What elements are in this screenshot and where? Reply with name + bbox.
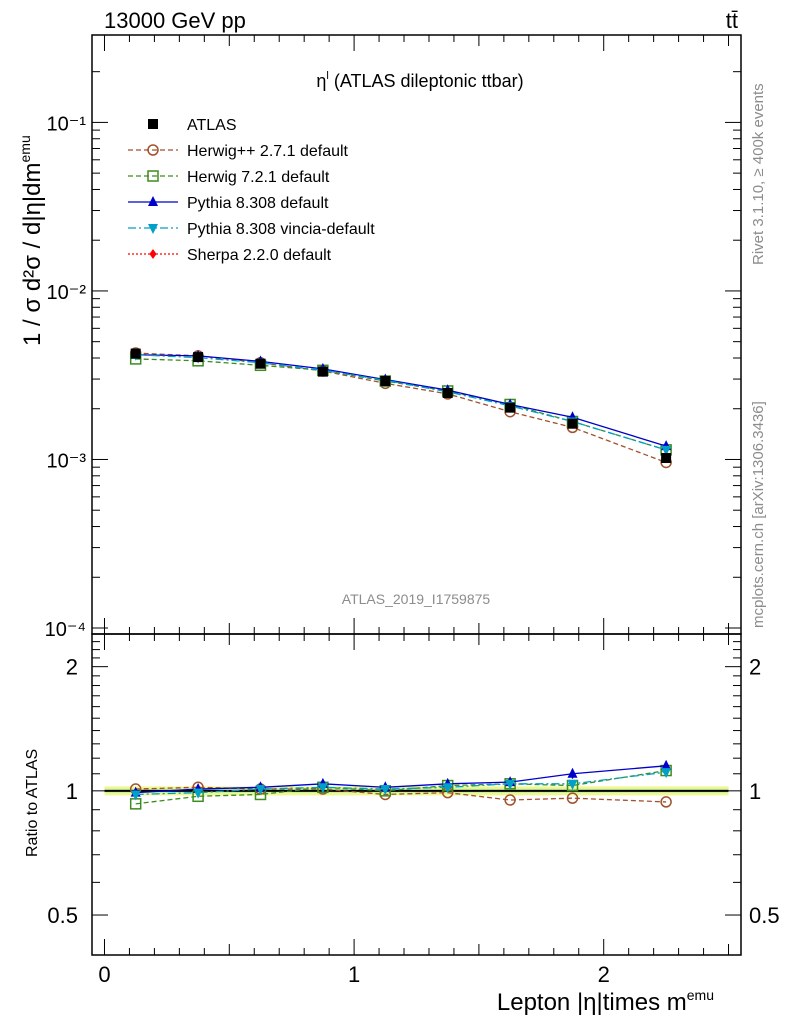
- y-tick-label: 10⁻⁴: [45, 619, 86, 641]
- legend-marker-pythia-8-308-vincia-default: [148, 224, 158, 234]
- ratio-tick-label: 0.5: [47, 903, 78, 928]
- legend-label-sherpa-2-2-0-default: Sherpa 2.2.0 default: [187, 247, 332, 264]
- x-axis-label: Lepton |η|times memu: [497, 987, 714, 1016]
- point-atlas: [130, 348, 141, 359]
- plot-title-rest: (ATLAS dileptonic ttbar): [329, 71, 524, 91]
- ratio-frame: [91, 633, 742, 956]
- ratio-point-herwig-2-7-1-default: [660, 796, 672, 808]
- point-atlas: [505, 402, 516, 413]
- energy-label: 13000 GeV pp: [104, 8, 246, 33]
- legend-marker-herwig-2-7-1-default: [147, 144, 159, 156]
- mcplots-label: mcplots.cern.ch [arXiv:1306.3436]: [750, 401, 767, 628]
- ratio-point-pythia-8-308-vincia-default: [567, 779, 578, 790]
- legend: ATLAS Herwig++ 2.7.1 default Herwig 7.2.1 …: [128, 117, 375, 264]
- ratio-point-pythia-8-308-vincia-default: [130, 790, 141, 801]
- ratio-point-pythia-8-308-vincia-default: [661, 768, 672, 779]
- x-axis-label-sup: emu: [687, 987, 714, 1003]
- legend-label-herwig-2-7-1-default: Herwig++ 2.7.1 default: [187, 143, 349, 160]
- x-tick-label: 0: [98, 962, 110, 987]
- ratio-point-herwig-2-7-1-default: [504, 794, 516, 806]
- y-axis-label-main: 1 / σ d²σ / d|η|dm: [19, 163, 46, 347]
- legend-marker-sherpa-2-2-0-default: [149, 249, 157, 259]
- legend-label-pythia-8-308-vincia-default: Pythia 8.308 vincia-default: [187, 221, 375, 238]
- ratio-point-pythia-8-308-default: [661, 759, 672, 770]
- ratio-point-pythia-8-308-vincia-default: [505, 779, 516, 790]
- point-atlas: [193, 352, 204, 363]
- rivet-label: Rivet 3.1.10, ≥ 400k events: [750, 83, 767, 265]
- ratio-tick-label-right: 2: [749, 655, 761, 680]
- y-tick-label: 10⁻²: [47, 282, 87, 304]
- point-atlas: [442, 387, 453, 398]
- point-atlas: [380, 376, 391, 387]
- y-axis-label: 1 / σ d²σ / d|η|dmemu: [17, 135, 46, 346]
- ratio-point-pythia-8-308-vincia-default: [255, 785, 266, 796]
- point-pythia-8-308-vincia-default: [661, 445, 672, 456]
- plot-title-sup: l: [326, 70, 328, 82]
- ratio-point-herwig-2-7-1-default: [566, 792, 579, 804]
- point-atlas: [567, 418, 578, 429]
- ratio-point-pythia-8-308-vincia-default: [193, 788, 204, 799]
- ratio-tick-label: 1: [66, 779, 78, 804]
- y-axis-label-sup: emu: [17, 135, 33, 162]
- ratio-y-label: Ratio to ATLAS: [24, 749, 41, 857]
- legend-label-herwig-7-2-1-default: Herwig 7.2.1 default: [187, 169, 330, 186]
- y-tick-label: 10⁻³: [47, 450, 87, 472]
- legend-label-pythia-8-308-default: Pythia 8.308 default: [187, 195, 329, 212]
- ratio-tick-label: 2: [66, 655, 78, 680]
- x-tick-label: 2: [598, 962, 610, 987]
- legend-marker-herwig-7-2-1-default: [147, 170, 159, 182]
- series-line-pythia-8-308-vincia-default: [135, 354, 667, 451]
- ratio-panel: 0 1 2 0.5 0.5 1 1 2 2: [47, 633, 780, 987]
- x-tick-label: 1: [348, 962, 360, 987]
- plot-title-main: η: [316, 71, 326, 91]
- ratio-line-pythia-8-308-vincia-default: [135, 771, 667, 796]
- x-axis-label-main: Lepton |η|times m: [497, 989, 687, 1016]
- y-tick-label: 10⁻¹: [47, 113, 87, 135]
- plot-title: ηl (ATLAS dileptonic ttbar): [316, 70, 523, 91]
- point-atlas: [317, 366, 328, 377]
- ratio-tick-label-right: 0.5: [749, 903, 780, 928]
- point-atlas: [661, 453, 672, 464]
- series-line-herwig-2-7-1-default: [135, 352, 667, 464]
- legend-label-atlas: ATLAS: [187, 117, 237, 134]
- legend-marker-pythia-8-308-default: [148, 196, 158, 206]
- legend-marker-atlas: [148, 119, 158, 129]
- series-line-herwig-7-2-1-default: [135, 358, 667, 451]
- ratio-point-pythia-8-308-vincia-default: [442, 783, 453, 794]
- ratio-point-pythia-8-308-vincia-default: [380, 785, 391, 796]
- point-atlas: [255, 358, 266, 369]
- analysis-id: ATLAS_2019_I1759875: [342, 591, 491, 607]
- ratio-point-pythia-8-308-vincia-default: [317, 783, 328, 794]
- ratio-tick-label-right: 1: [749, 779, 761, 804]
- process-label: tt̄: [726, 8, 738, 33]
